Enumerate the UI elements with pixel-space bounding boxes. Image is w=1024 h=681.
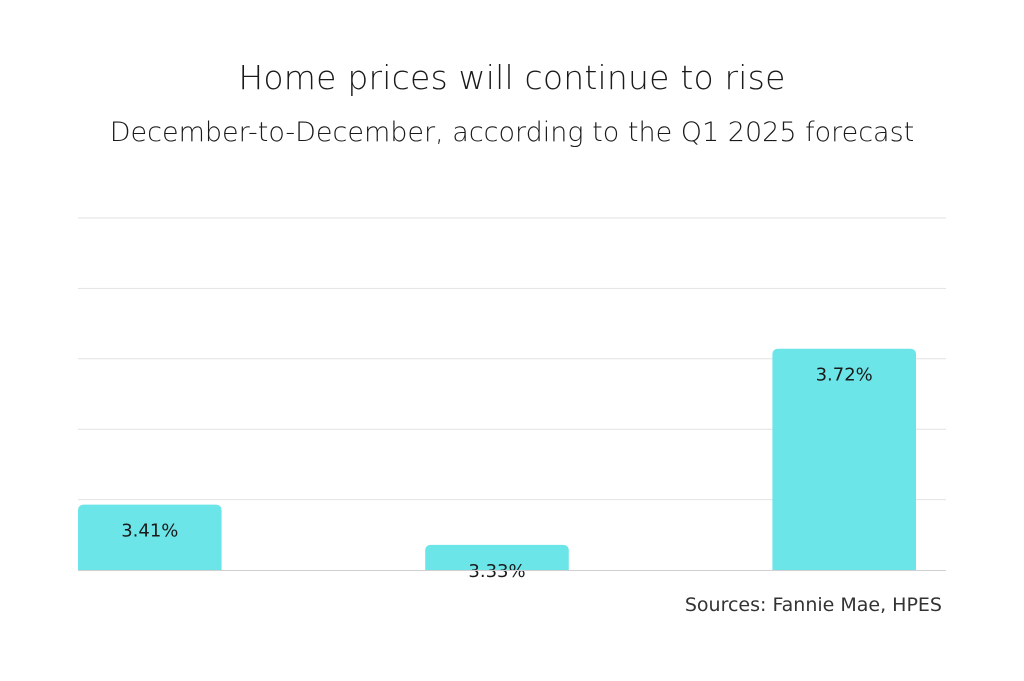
data-label: 3.41% (121, 521, 178, 542)
data-label: 3.33% (468, 561, 525, 582)
bar (425, 544, 569, 570)
chart-title: Home prices will continue to rise (238, 58, 786, 97)
bars (78, 348, 916, 570)
chart-subtitle: December-to-December, according to the Q… (109, 117, 915, 148)
bar (772, 348, 916, 570)
bar (78, 504, 222, 570)
source-note: Sources: Fannie Mae, HPES (684, 594, 942, 616)
data-label: 3.72% (816, 365, 873, 386)
data-labels: 3.41%3.33%3.72%3.98%3.98% (121, 365, 873, 582)
